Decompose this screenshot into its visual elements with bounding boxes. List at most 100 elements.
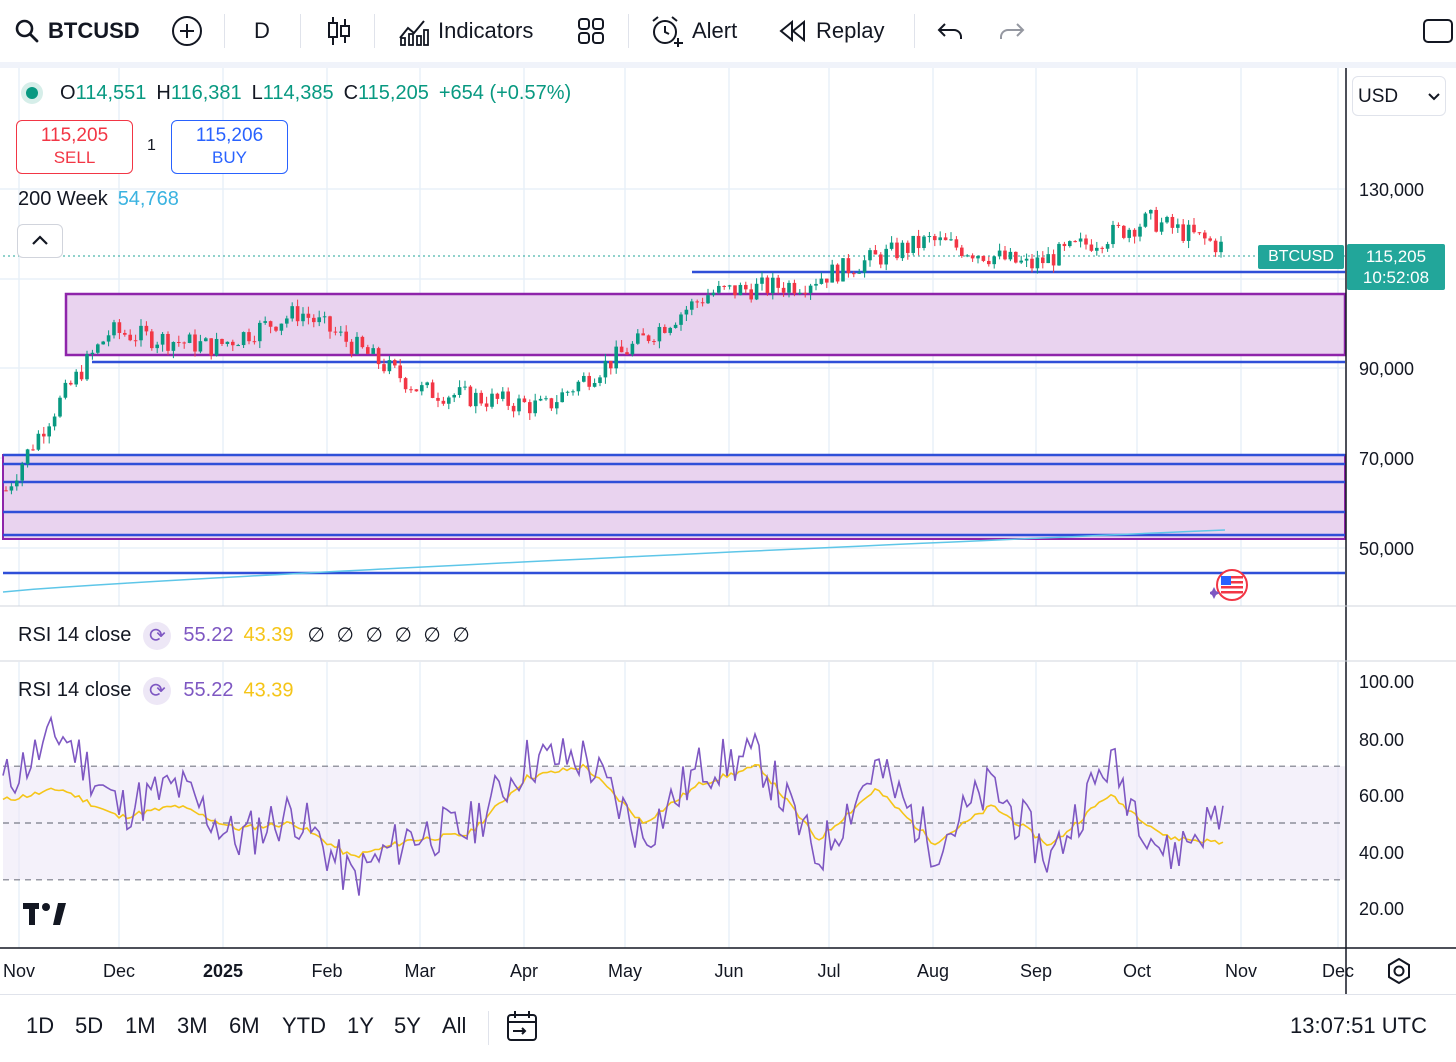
- candle-body: [1057, 243, 1061, 266]
- candle-body: [965, 255, 969, 257]
- candle-body: [571, 391, 575, 393]
- candle-body: [252, 341, 257, 343]
- utc-clock[interactable]: 13:07:51 UTC: [1290, 1013, 1427, 1038]
- ma-label: 200 Week: [18, 188, 108, 210]
- candle-body: [220, 338, 224, 344]
- candle-body: [225, 341, 230, 344]
- range-button-5y[interactable]: 5Y: [394, 1013, 421, 1038]
- calendar-icon: [507, 1011, 537, 1041]
- candle-body: [1186, 224, 1191, 241]
- time-tick-label: Jun: [714, 961, 743, 981]
- collapse-legend-button[interactable]: [17, 224, 63, 258]
- compare-symbol-button[interactable]: [170, 0, 204, 62]
- candle-body: [857, 272, 861, 274]
- separator: [224, 14, 225, 48]
- range-button-1d[interactable]: 1D: [26, 1013, 55, 1038]
- candle-body: [1003, 250, 1007, 260]
- range-button-1m[interactable]: 1M: [125, 1013, 156, 1038]
- candle-body: [765, 277, 770, 294]
- candle-body: [382, 364, 386, 372]
- axis-settings-button[interactable]: [1384, 956, 1414, 986]
- candle-body: [614, 346, 618, 369]
- candle-body: [317, 317, 321, 323]
- buy-button[interactable]: 115,206 BUY: [171, 120, 288, 174]
- candle-body: [479, 392, 483, 404]
- goto-date-button[interactable]: [505, 1009, 539, 1048]
- ma200-layer: [2, 529, 1226, 593]
- replay-button[interactable]: Replay: [778, 0, 884, 62]
- candle-body: [31, 449, 35, 451]
- candle-body: [1149, 209, 1153, 214]
- currency-select[interactable]: USD: [1352, 76, 1446, 116]
- rsi-legend-main: RSI 14 close ⟳ 55.22 43.39 ∅ ∅ ∅ ∅ ∅ ∅: [18, 622, 473, 650]
- change-value: +654 (+0.57%): [438, 82, 572, 104]
- separator: [628, 14, 629, 48]
- candle-body: [522, 398, 527, 403]
- sell-label: SELL: [53, 148, 96, 167]
- candle-body: [1095, 247, 1099, 251]
- alert-button[interactable]: Alert: [650, 0, 737, 62]
- tradingview-logo[interactable]: [22, 900, 72, 928]
- range-button-3m[interactable]: 3M: [177, 1013, 208, 1038]
- rsi-value: 55.22: [183, 624, 234, 647]
- candle-body: [468, 386, 473, 407]
- candle-body: [744, 284, 748, 290]
- candle-body: [420, 385, 424, 392]
- candle-body: [862, 260, 867, 273]
- price-tick-label: 90,000: [1359, 359, 1414, 379]
- candle-body: [1154, 209, 1158, 232]
- candle-body: [873, 250, 878, 255]
- candle-body: [841, 258, 845, 282]
- candle-body: [970, 255, 975, 259]
- range-button-all[interactable]: All: [442, 1013, 467, 1038]
- rsi-pane-ma-value: 43.39: [243, 679, 294, 702]
- undo-button[interactable]: [936, 0, 964, 62]
- range-button-6m[interactable]: 6M: [229, 1013, 260, 1038]
- candle-body: [576, 381, 581, 392]
- sell-button[interactable]: 115,205 SELL: [16, 120, 133, 174]
- buy-price: 115,206: [195, 125, 264, 146]
- indicators-button[interactable]: Indicators: [398, 0, 533, 62]
- sell-price: 115,205: [40, 125, 109, 146]
- range-button-5d[interactable]: 5D: [75, 1013, 104, 1038]
- time-tick-label: Nov: [3, 961, 35, 981]
- candle-body: [101, 341, 105, 345]
- support-zone: [2, 454, 1346, 540]
- chart-area[interactable]: 130,000 90,000 70,000 50,000 100.00 80.00 60.0…: [0, 68, 1456, 994]
- candle-body: [711, 292, 716, 296]
- candle-body: [339, 331, 343, 333]
- price-tick-label: 50,000: [1359, 539, 1414, 559]
- chart-canvas[interactable]: 130,000 90,000 70,000 50,000 100.00 80.00 60.0…: [0, 68, 1456, 994]
- range-button-ytd[interactable]: YTD: [282, 1013, 326, 1038]
- chart-type-button[interactable]: [325, 0, 353, 62]
- time-tick-label: Feb: [311, 961, 342, 981]
- fullscreen-button[interactable]: [1422, 0, 1454, 62]
- candle-body: [1143, 213, 1148, 227]
- open-value: 114,551: [75, 82, 147, 104]
- economic-event-marker[interactable]: [1208, 568, 1254, 602]
- redo-button[interactable]: [998, 0, 1026, 62]
- candle-body: [895, 242, 899, 259]
- candle-body: [258, 322, 262, 342]
- candle-body: [889, 242, 894, 249]
- candle-body: [193, 334, 197, 352]
- ma-legend: 200 Week 54,768: [18, 188, 179, 211]
- candle-body: [727, 285, 732, 287]
- symbol-search[interactable]: BTCUSD: [14, 0, 140, 62]
- candle-body: [754, 283, 759, 300]
- candle-body: [657, 326, 662, 342]
- candle-body: [738, 284, 743, 296]
- range-button-1y[interactable]: 1Y: [347, 1013, 374, 1038]
- candle-body: [36, 433, 41, 450]
- candle-body: [274, 326, 278, 331]
- low-value: 114,385: [262, 82, 334, 104]
- top-toolbar: BTCUSD D Indicators Alert Replay: [0, 0, 1456, 62]
- layouts-button[interactable]: [576, 0, 606, 62]
- price-tick-label: 70,000: [1359, 449, 1414, 469]
- candle-body: [933, 236, 937, 241]
- candle-body: [355, 336, 359, 354]
- replay-icon: [779, 19, 805, 43]
- candle-body: [819, 278, 824, 284]
- rsi-legend-pane: RSI 14 close ⟳ 55.22 43.39: [18, 677, 294, 705]
- interval-button[interactable]: D: [254, 0, 270, 62]
